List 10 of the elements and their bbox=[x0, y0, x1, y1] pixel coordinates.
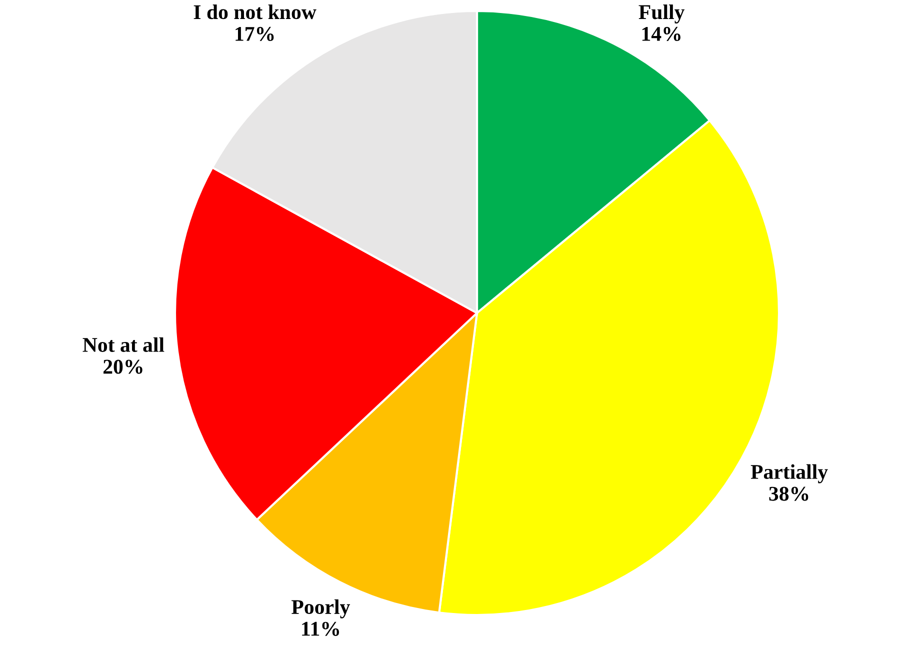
slice-label: Not at all bbox=[82, 337, 164, 352]
slice-label: I do not know bbox=[194, 4, 316, 20]
slice-label: Poorly bbox=[292, 599, 350, 618]
slice-label: Fully bbox=[638, 4, 685, 24]
data-label: 11% bbox=[302, 622, 340, 636]
data-label: 38% bbox=[769, 486, 808, 501]
slice-label: Partially bbox=[750, 464, 828, 484]
data-label: 17% bbox=[236, 26, 274, 42]
data-label: 20% bbox=[103, 360, 142, 374]
data-label: 14% bbox=[642, 26, 680, 42]
